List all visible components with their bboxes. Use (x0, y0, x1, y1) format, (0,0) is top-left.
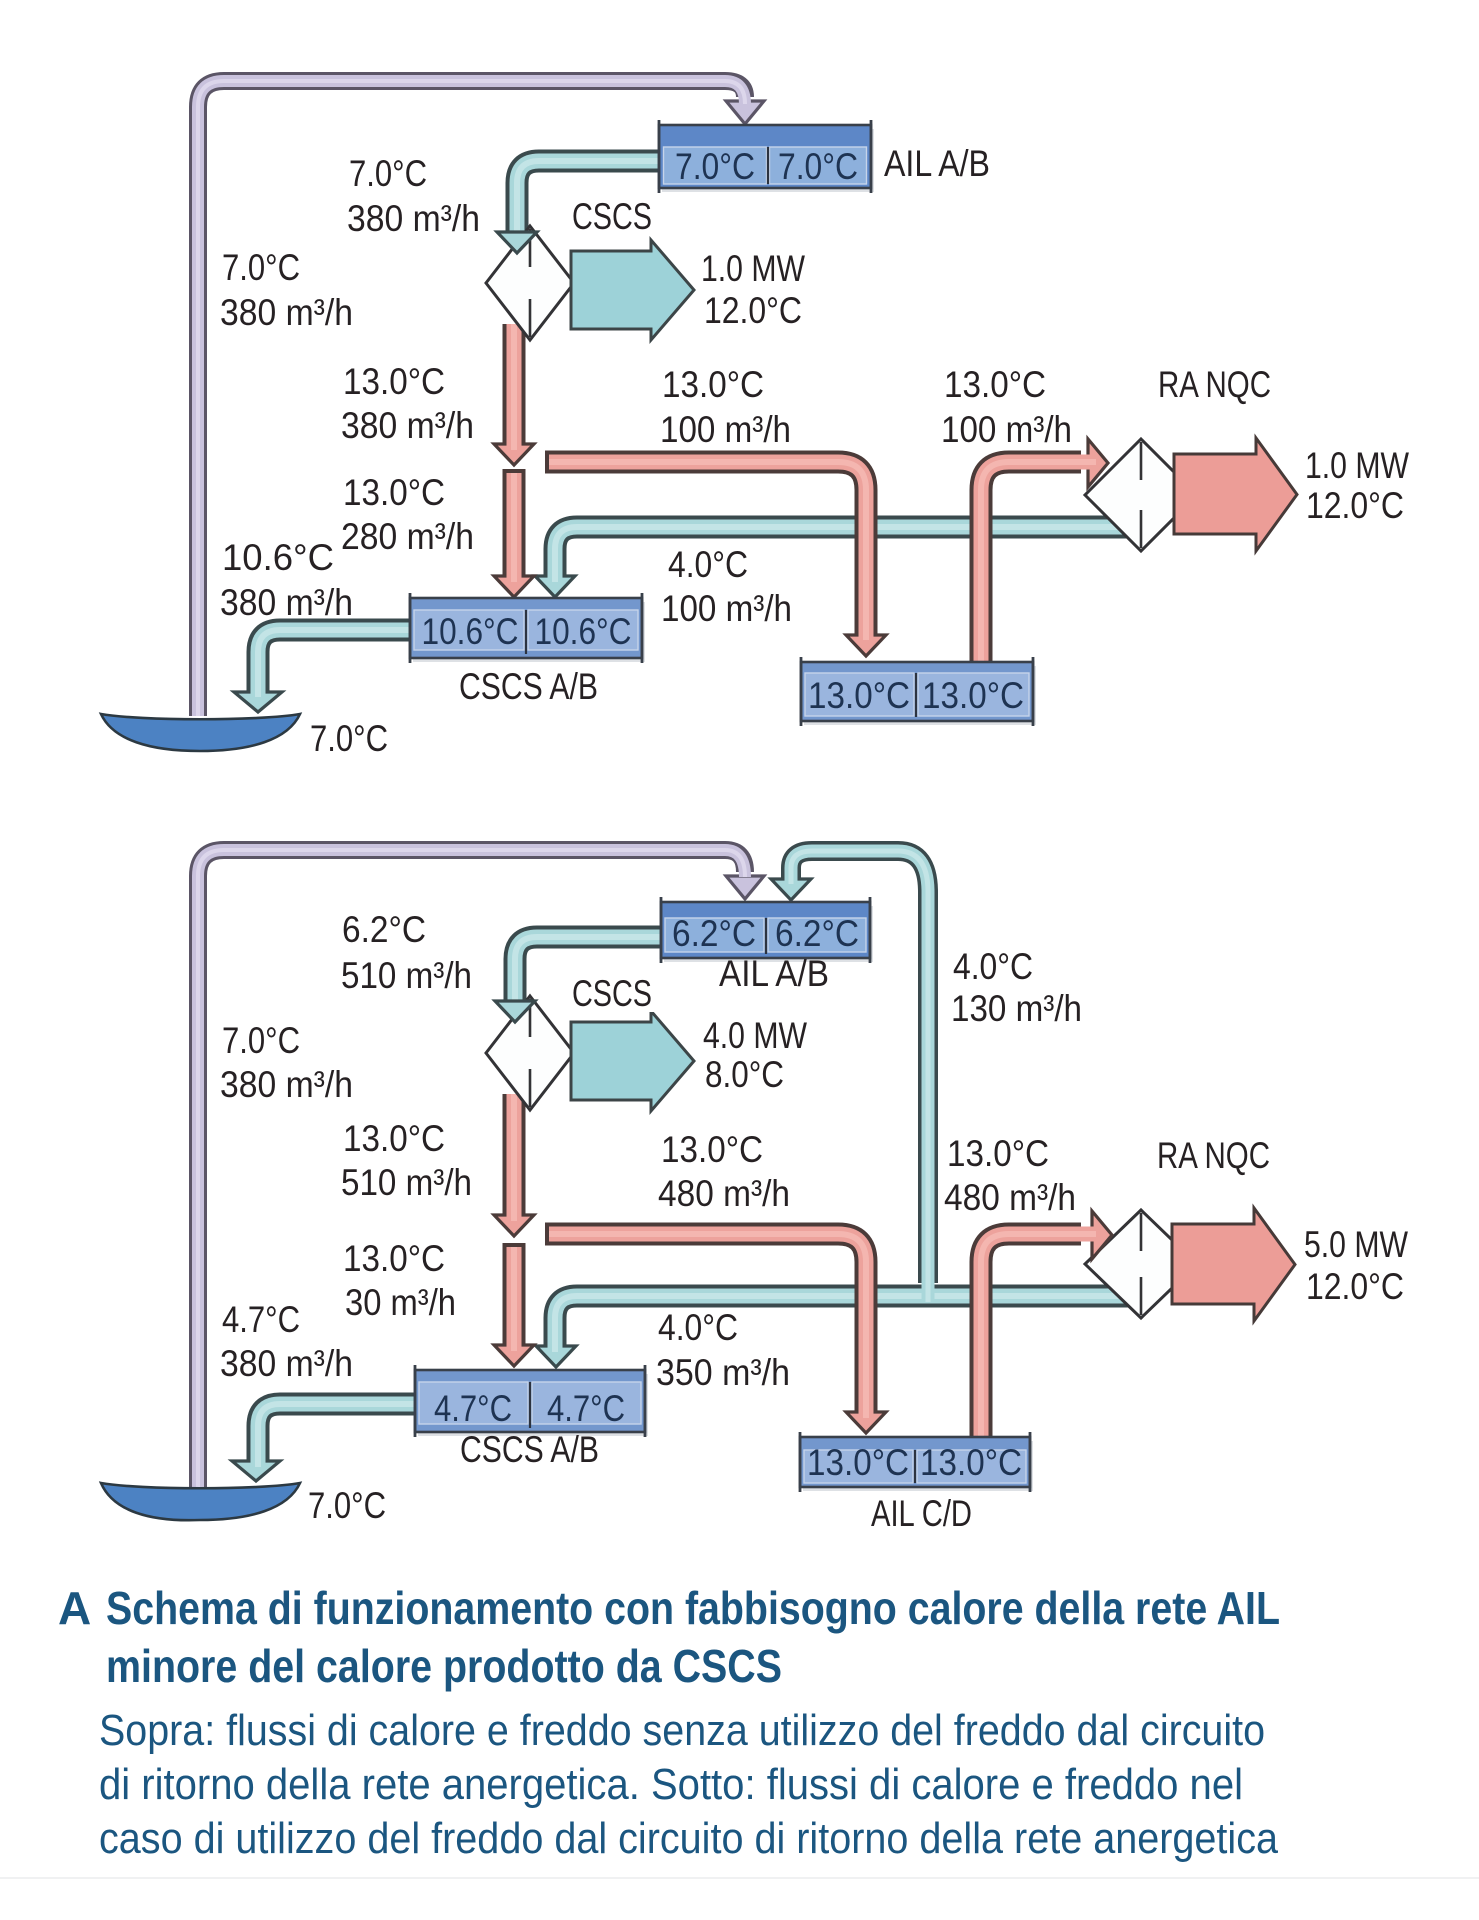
svg-text:4.0°C: 4.0°C (668, 544, 748, 585)
svg-text:caso di utilizzo del freddo da: caso di utilizzo del freddo dal circuito… (99, 1814, 1278, 1863)
svg-text:10.6°C: 10.6°C (422, 611, 519, 652)
svg-text:Schema di funzionamento con fa: Schema di funzionamento con fabbisogno c… (106, 1582, 1280, 1634)
svg-text:5.0 MW: 5.0 MW (1304, 1224, 1408, 1265)
svg-text:12.0°C: 12.0°C (704, 290, 802, 331)
svg-text:4.0 MW: 4.0 MW (703, 1015, 807, 1056)
svg-text:CSCS: CSCS (572, 973, 652, 1014)
svg-text:13.0°C: 13.0°C (920, 1442, 1022, 1483)
svg-text:7.0°C: 7.0°C (310, 718, 388, 759)
svg-text:13.0°C: 13.0°C (947, 1133, 1049, 1174)
svg-text:CSCS A/B: CSCS A/B (460, 1429, 599, 1470)
svg-text:minore del calore prodotto da: minore del calore prodotto da CSCS (106, 1640, 782, 1692)
svg-text:7.0°C: 7.0°C (675, 146, 755, 187)
svg-text:13.0°C: 13.0°C (343, 1118, 445, 1159)
svg-text:13.0°C: 13.0°C (661, 1129, 763, 1170)
svg-text:7.0°C: 7.0°C (349, 153, 427, 194)
svg-text:510 m³/h: 510 m³/h (341, 955, 472, 996)
svg-text:13.0°C: 13.0°C (944, 364, 1046, 405)
svg-text:13.0°C: 13.0°C (343, 361, 445, 402)
svg-text:CSCS: CSCS (572, 196, 652, 237)
svg-text:6.2°C: 6.2°C (775, 913, 859, 954)
svg-text:8.0°C: 8.0°C (705, 1054, 784, 1095)
svg-text:1.0 MW: 1.0 MW (1305, 445, 1409, 486)
svg-text:380 m³/h: 380 m³/h (220, 1064, 353, 1105)
svg-text:AIL C/D: AIL C/D (871, 1493, 972, 1534)
svg-text:4.7°C: 4.7°C (434, 1388, 512, 1429)
svg-text:1.0 MW: 1.0 MW (701, 248, 805, 289)
svg-text:510 m³/h: 510 m³/h (341, 1162, 472, 1203)
svg-text:RA NQC: RA NQC (1158, 364, 1271, 405)
svg-text:100 m³/h: 100 m³/h (660, 409, 791, 450)
svg-text:7.0°C: 7.0°C (222, 247, 300, 288)
svg-text:350 m³/h: 350 m³/h (656, 1352, 790, 1393)
svg-text:AIL A/B: AIL A/B (884, 143, 990, 184)
svg-text:13.0°C: 13.0°C (662, 364, 764, 405)
svg-text:13.0°C: 13.0°C (922, 675, 1024, 716)
svg-text:380 m³/h: 380 m³/h (220, 582, 353, 623)
svg-text:100 m³/h: 100 m³/h (661, 588, 792, 629)
svg-text:480 m³/h: 480 m³/h (944, 1177, 1076, 1218)
svg-text:100 m³/h: 100 m³/h (941, 409, 1072, 450)
svg-text:6.2°C: 6.2°C (672, 913, 756, 954)
svg-text:6.2°C: 6.2°C (342, 909, 426, 950)
svg-text:10.6°C: 10.6°C (535, 611, 632, 652)
svg-text:7.0°C: 7.0°C (778, 146, 858, 187)
svg-text:CSCS A/B: CSCS A/B (459, 666, 598, 707)
svg-text:480 m³/h: 480 m³/h (658, 1173, 790, 1214)
svg-text:di ritorno della rete anergeti: di ritorno della rete anergetica. Sotto:… (99, 1760, 1243, 1809)
svg-text:280 m³/h: 280 m³/h (341, 516, 474, 557)
svg-text:4.7°C: 4.7°C (222, 1299, 300, 1340)
svg-text:10.6°C: 10.6°C (222, 537, 334, 578)
svg-text:380 m³/h: 380 m³/h (220, 1343, 353, 1384)
svg-text:130 m³/h: 130 m³/h (951, 988, 1082, 1029)
svg-text:4.0°C: 4.0°C (658, 1307, 738, 1348)
svg-text:13.0°C: 13.0°C (807, 1442, 909, 1483)
svg-text:7.0°C: 7.0°C (222, 1020, 300, 1061)
svg-text:4.0°C: 4.0°C (953, 946, 1033, 987)
svg-text:A: A (58, 1582, 91, 1634)
svg-text:Sopra: flussi di calore e fred: Sopra: flussi di calore e freddo senza u… (99, 1706, 1265, 1755)
svg-text:13.0°C: 13.0°C (808, 675, 910, 716)
svg-text:380 m³/h: 380 m³/h (220, 292, 353, 333)
svg-text:AIL A/B: AIL A/B (719, 953, 829, 994)
svg-text:12.0°C: 12.0°C (1306, 1266, 1404, 1307)
svg-text:RA NQC: RA NQC (1157, 1135, 1270, 1176)
svg-text:12.0°C: 12.0°C (1306, 485, 1404, 526)
svg-text:380 m³/h: 380 m³/h (341, 405, 474, 446)
svg-text:13.0°C: 13.0°C (343, 1238, 445, 1279)
svg-text:30 m³/h: 30 m³/h (345, 1282, 456, 1323)
svg-text:13.0°C: 13.0°C (343, 472, 445, 513)
svg-text:380 m³/h: 380 m³/h (347, 198, 480, 239)
svg-text:4.7°C: 4.7°C (547, 1388, 625, 1429)
svg-text:7.0°C: 7.0°C (308, 1485, 386, 1526)
